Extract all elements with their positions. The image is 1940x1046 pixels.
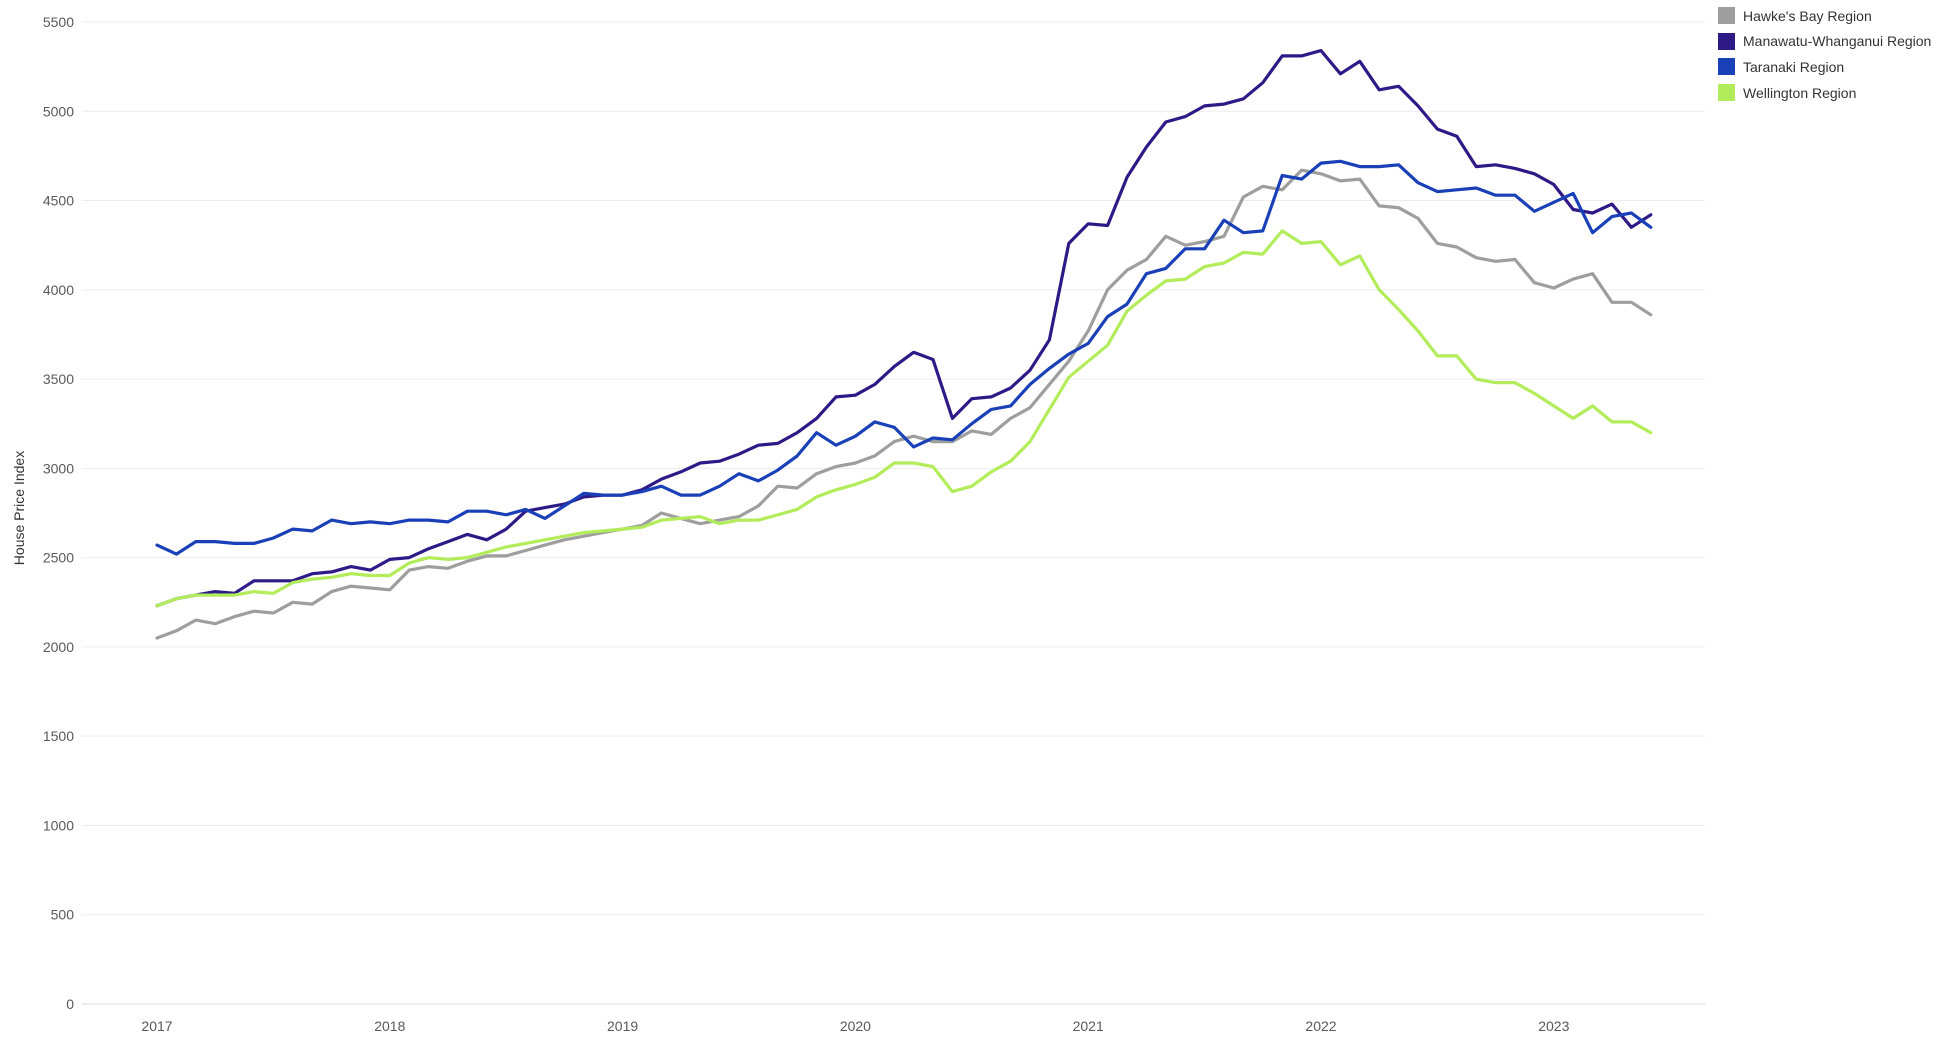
legend-label: Wellington Region [1743,84,1857,101]
series-line-hawke-s-bay-region [155,168,1653,640]
y-tick-label: 1000 [43,817,74,833]
legend-swatch [1718,32,1735,50]
x-tick-label: 2021 [1073,1018,1104,1034]
y-tick-label: 1500 [43,728,74,744]
y-tick-label: 5500 [43,14,74,30]
y-tick-label: 2500 [43,550,74,566]
gridlines [82,21,1705,916]
y-axis-title: House Price Index [11,451,27,565]
y-tick-label: 4000 [43,282,74,298]
legend-label: Manawatu-Whanganui Region [1743,33,1932,50]
y-axis-ticks: 0 500 1000 1500 2000 2500 3000 3500 4000 4500 5000… [43,14,74,1012]
legend-swatch [1718,84,1735,102]
y-tick-label: 5000 [43,103,74,119]
legend-swatch [1718,58,1735,76]
legend-item[interactable]: Wellington Region [1718,80,1931,106]
legend-item[interactable]: Manawatu-Whanganui Region [1718,29,1931,55]
legend-label: Hawke's Bay Region [1743,7,1872,24]
y-tick-label: 3500 [43,371,74,387]
legend-label: Taranaki Region [1743,58,1845,75]
y-tick-label: 0 [66,996,74,1012]
x-tick-label: 2019 [607,1018,638,1034]
x-axis-ticks: 2017 2018 2019 2020 2021 2022 2023 [141,1018,1569,1034]
legend-item[interactable]: Hawke's Bay Region [1718,3,1931,29]
series-line-wellington-region [155,229,1653,608]
series-line-manawatu-whanganui-region [155,48,1653,608]
x-tick-label: 2020 [840,1018,871,1034]
x-tick-label: 2023 [1538,1018,1569,1034]
y-tick-label: 500 [51,907,75,923]
y-tick-label: 4500 [43,193,74,209]
y-tick-label: 3000 [43,460,74,476]
x-tick-label: 2017 [141,1018,172,1034]
x-tick-label: 2022 [1305,1018,1336,1034]
series-lines [155,48,1653,640]
y-tick-label: 2000 [43,639,74,655]
legend-item[interactable]: Taranaki Region [1718,54,1931,80]
series-line-taranaki-region [155,159,1653,556]
legend: Hawke's Bay Region Manawatu-Whanganui Reg… [1718,3,1931,105]
legend-swatch [1718,7,1735,25]
x-tick-label: 2018 [374,1018,405,1034]
